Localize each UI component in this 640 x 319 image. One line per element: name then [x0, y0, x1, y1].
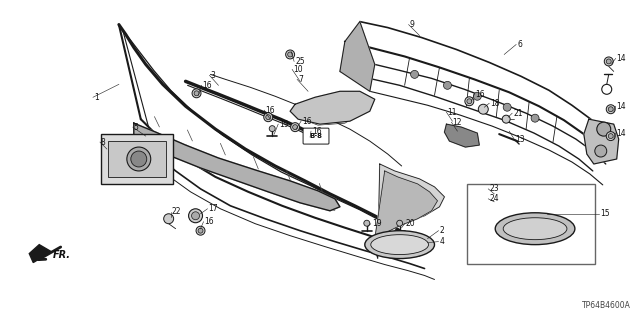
- Text: 15: 15: [600, 209, 609, 218]
- Text: 14: 14: [617, 102, 627, 111]
- Ellipse shape: [371, 235, 429, 255]
- Circle shape: [292, 125, 298, 130]
- Circle shape: [606, 105, 615, 114]
- Text: 19: 19: [372, 219, 381, 228]
- Circle shape: [503, 103, 511, 111]
- Circle shape: [531, 114, 539, 122]
- Text: 11: 11: [447, 108, 457, 117]
- Text: 17: 17: [209, 204, 218, 213]
- Text: 7: 7: [298, 75, 303, 84]
- Text: FR.: FR.: [53, 249, 71, 260]
- Polygon shape: [444, 124, 479, 147]
- Text: 21: 21: [513, 109, 523, 118]
- Polygon shape: [290, 91, 375, 124]
- Text: 16: 16: [202, 81, 212, 90]
- Text: 14: 14: [617, 129, 627, 137]
- Circle shape: [606, 132, 615, 141]
- Ellipse shape: [495, 213, 575, 245]
- Circle shape: [444, 81, 451, 89]
- Circle shape: [198, 228, 203, 233]
- Text: 2: 2: [440, 226, 444, 235]
- Text: 10: 10: [293, 65, 303, 74]
- Circle shape: [397, 220, 403, 226]
- Polygon shape: [134, 123, 340, 211]
- Text: 16: 16: [265, 106, 275, 115]
- Circle shape: [474, 92, 481, 100]
- Text: 4: 4: [440, 237, 444, 246]
- Circle shape: [364, 220, 370, 226]
- Circle shape: [285, 50, 294, 59]
- Polygon shape: [340, 22, 375, 91]
- Circle shape: [266, 115, 271, 120]
- Text: 6: 6: [517, 40, 522, 49]
- Circle shape: [264, 113, 273, 122]
- Circle shape: [191, 212, 200, 220]
- Text: 18: 18: [490, 99, 500, 108]
- Circle shape: [308, 137, 312, 142]
- Circle shape: [596, 122, 611, 136]
- FancyBboxPatch shape: [303, 128, 329, 144]
- Text: B-8: B-8: [310, 133, 323, 139]
- Circle shape: [189, 209, 202, 223]
- Text: 16: 16: [312, 127, 322, 136]
- Text: 12: 12: [452, 118, 462, 127]
- Bar: [108, 141, 166, 177]
- Circle shape: [194, 91, 199, 96]
- Polygon shape: [316, 131, 328, 141]
- Bar: [467, 184, 595, 263]
- Text: 3: 3: [211, 71, 215, 80]
- Circle shape: [411, 70, 419, 78]
- Circle shape: [606, 59, 611, 64]
- Circle shape: [196, 226, 205, 235]
- Circle shape: [305, 135, 314, 144]
- Circle shape: [467, 99, 472, 104]
- Circle shape: [465, 97, 474, 106]
- Circle shape: [502, 115, 510, 123]
- Circle shape: [608, 134, 613, 138]
- Text: 14: 14: [617, 54, 627, 63]
- Text: TP64B4600A: TP64B4600A: [582, 301, 630, 310]
- Polygon shape: [375, 164, 444, 259]
- Ellipse shape: [503, 218, 567, 240]
- Text: 13: 13: [515, 135, 525, 144]
- Text: 24: 24: [489, 194, 499, 203]
- Text: 23: 23: [489, 184, 499, 193]
- Ellipse shape: [365, 231, 435, 259]
- Text: 25: 25: [295, 57, 305, 66]
- Polygon shape: [372, 171, 438, 253]
- Text: 16: 16: [302, 117, 312, 126]
- Circle shape: [287, 52, 292, 57]
- Bar: [101, 134, 173, 184]
- Polygon shape: [29, 245, 51, 263]
- Text: 9: 9: [410, 20, 415, 29]
- Circle shape: [595, 145, 607, 157]
- Circle shape: [478, 104, 488, 114]
- Text: 16: 16: [476, 90, 485, 99]
- Text: 1: 1: [94, 93, 99, 102]
- Circle shape: [608, 107, 613, 112]
- Text: 16: 16: [205, 217, 214, 226]
- Circle shape: [164, 214, 173, 224]
- Text: 22: 22: [172, 207, 181, 216]
- Circle shape: [291, 123, 300, 132]
- Text: 20: 20: [406, 219, 415, 228]
- Circle shape: [269, 126, 275, 132]
- Circle shape: [192, 89, 201, 98]
- Text: 5: 5: [134, 122, 139, 132]
- Circle shape: [604, 57, 613, 66]
- Text: 8: 8: [101, 137, 106, 146]
- Circle shape: [131, 151, 147, 167]
- Circle shape: [127, 147, 151, 171]
- Polygon shape: [584, 119, 619, 164]
- Text: 19: 19: [279, 120, 289, 129]
